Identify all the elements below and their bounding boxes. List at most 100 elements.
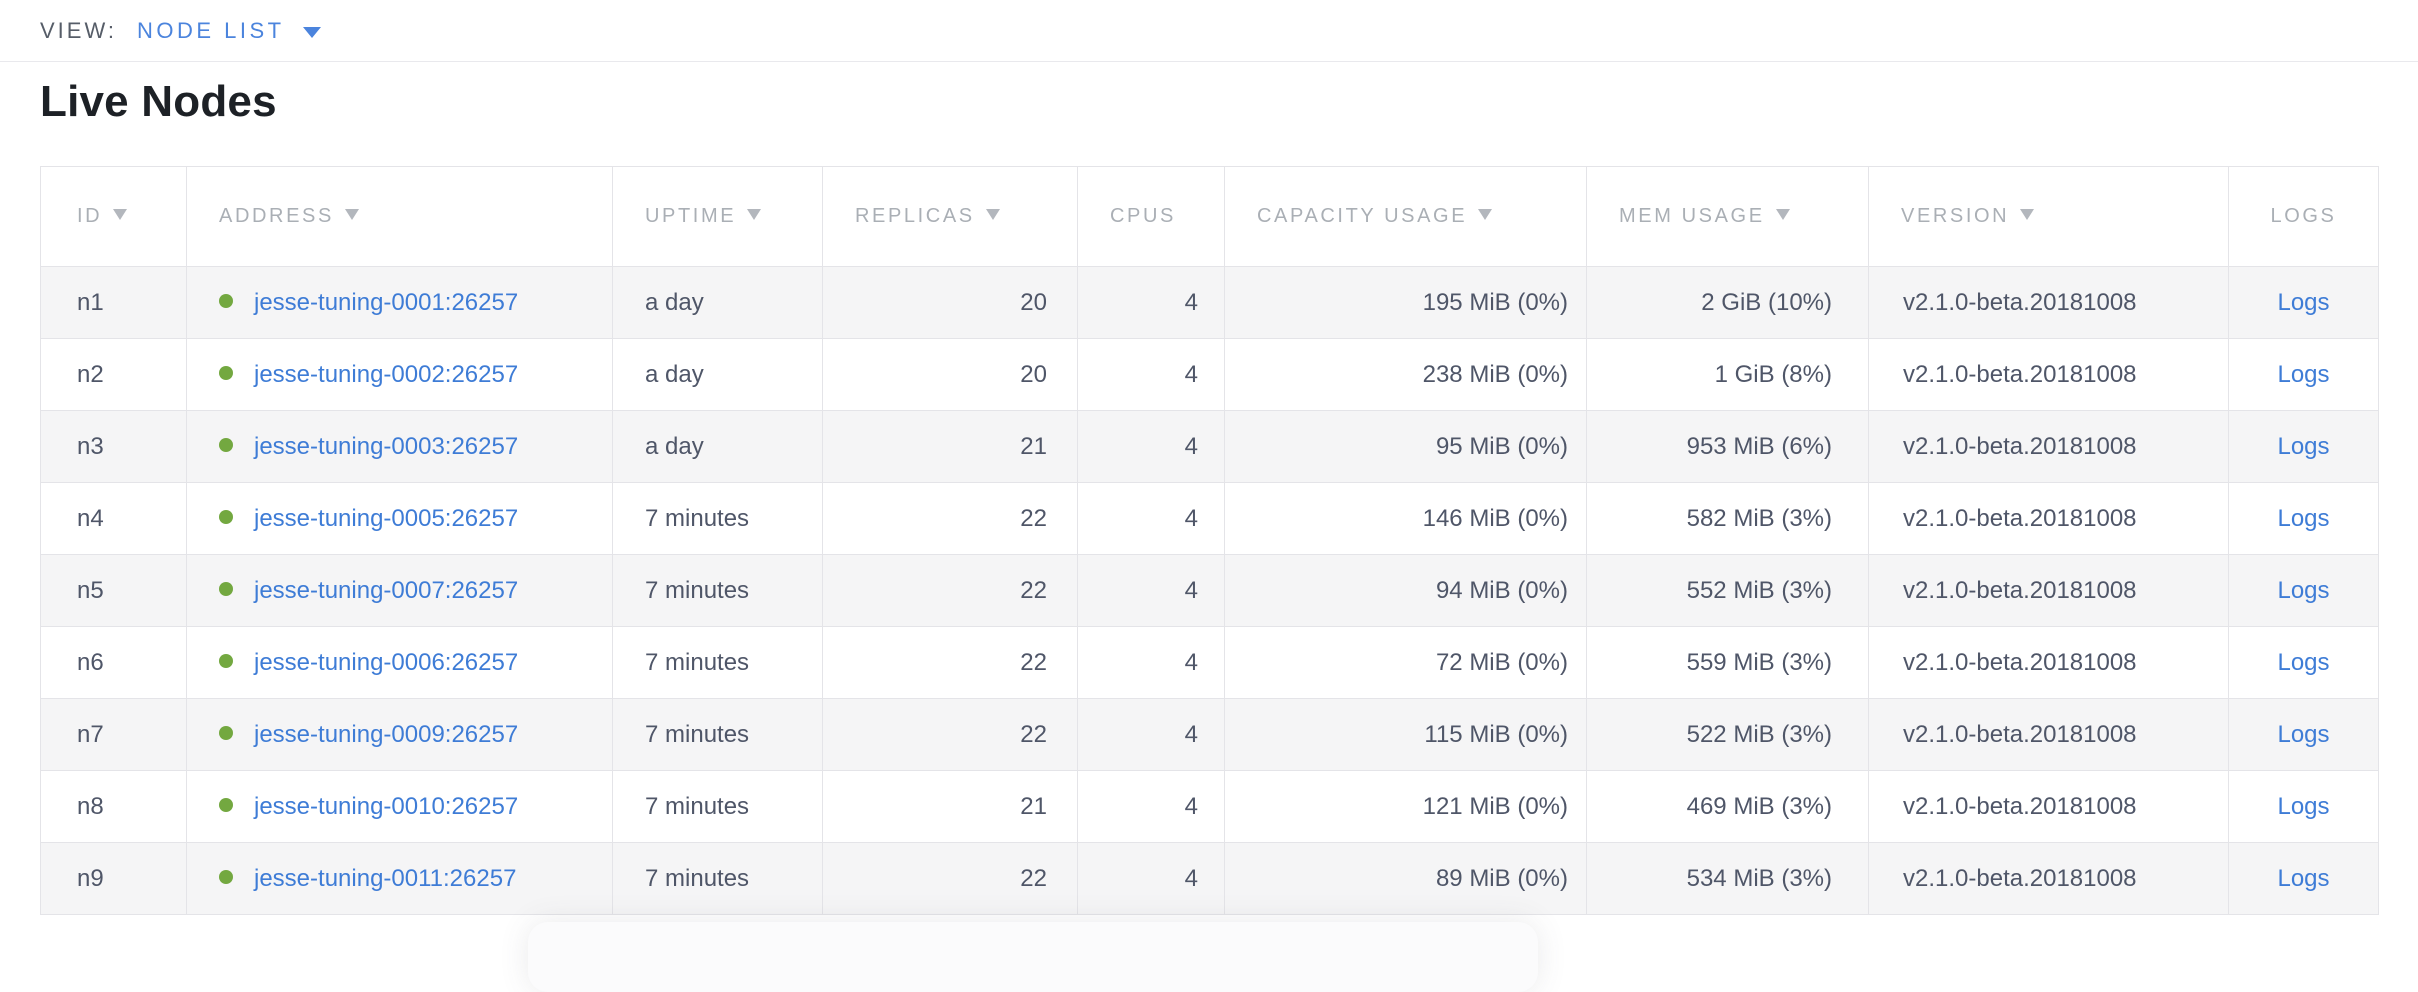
node-address-link[interactable]: jesse-tuning-0007:26257	[254, 576, 519, 604]
cell-capacity: 121 MiB (0%)	[1224, 770, 1587, 843]
column-label: ID	[77, 205, 103, 227]
cell-logs: Logs	[2228, 770, 2379, 843]
cell-cpus: 4	[1077, 842, 1225, 915]
cell-version: v2.1.0-beta.20181008	[1868, 626, 2229, 699]
cell-logs: Logs	[2228, 338, 2379, 411]
node-address-link[interactable]: jesse-tuning-0011:26257	[254, 864, 517, 892]
logs-link[interactable]: Logs	[2277, 576, 2330, 604]
cell-capacity: 238 MiB (0%)	[1224, 338, 1587, 411]
column-header-version[interactable]: VERSION	[1868, 166, 2229, 267]
table-row: n7 jesse-tuning-0009:26257 7 minutes 22 4 115…	[40, 698, 2379, 771]
cell-logs: Logs	[2228, 698, 2379, 771]
cell-address: jesse-tuning-0001:26257	[186, 266, 613, 339]
cell-mem: 953 MiB (6%)	[1586, 410, 1869, 483]
logs-link[interactable]: Logs	[2277, 360, 2330, 388]
table-row: n1 jesse-tuning-0001:26257 a day 20 4 195 MiB…	[40, 266, 2379, 339]
node-address-link[interactable]: jesse-tuning-0005:26257	[254, 504, 519, 532]
node-live-status-icon	[219, 797, 233, 812]
cell-uptime: 7 minutes	[612, 770, 823, 843]
node-address-link[interactable]: jesse-tuning-0009:26257	[254, 720, 519, 748]
cell-mem: 1 GiB (8%)	[1586, 338, 1869, 411]
logs-link[interactable]: Logs	[2277, 864, 2330, 892]
table-row: n2 jesse-tuning-0002:26257 a day 20 4 238 MiB…	[40, 338, 2379, 411]
cell-id: n3	[40, 410, 187, 483]
table-body: n1 jesse-tuning-0001:26257 a day 20 4 195 MiB…	[40, 266, 2379, 915]
column-header-replicas[interactable]: REPLICAS	[822, 166, 1078, 267]
node-live-status-icon	[219, 869, 233, 884]
cell-version: v2.1.0-beta.20181008	[1868, 410, 2229, 483]
cell-address: jesse-tuning-0010:26257	[186, 770, 613, 843]
cell-cpus: 4	[1077, 266, 1225, 339]
logs-link[interactable]: Logs	[2277, 432, 2330, 460]
cell-capacity: 89 MiB (0%)	[1224, 842, 1587, 915]
cell-replicas: 22	[822, 626, 1078, 699]
node-live-status-icon	[219, 509, 233, 524]
view-bar: VIEW: NODE LIST	[0, 0, 2418, 62]
logs-link[interactable]: Logs	[2277, 288, 2330, 316]
cell-version: v2.1.0-beta.20181008	[1868, 698, 2229, 771]
table-row: n3 jesse-tuning-0003:26257 a day 21 4 95 MiB …	[40, 410, 2379, 483]
column-header-uptime[interactable]: UPTIME	[612, 166, 823, 267]
cell-uptime: 7 minutes	[612, 698, 823, 771]
logs-link[interactable]: Logs	[2277, 648, 2330, 676]
column-label: MEM USAGE	[1619, 205, 1765, 227]
cell-cpus: 4	[1077, 482, 1225, 555]
column-header-cpus: CPUS	[1077, 166, 1225, 267]
cell-version: v2.1.0-beta.20181008	[1868, 266, 2229, 339]
sort-arrow-icon	[113, 209, 128, 220]
cell-replicas: 21	[822, 410, 1078, 483]
table-row: n6 jesse-tuning-0006:26257 7 minutes 22 4 72 …	[40, 626, 2379, 699]
table-row: n5 jesse-tuning-0007:26257 7 minutes 22 4 94 …	[40, 554, 2379, 627]
page-title: Live Nodes	[40, 77, 277, 126]
logs-link[interactable]: Logs	[2277, 504, 2330, 532]
column-header-mem-usage[interactable]: MEM USAGE	[1586, 166, 1869, 267]
cell-id: n1	[40, 266, 187, 339]
cell-version: v2.1.0-beta.20181008	[1868, 842, 2229, 915]
column-label: REPLICAS	[855, 205, 975, 227]
dropdown-caret-icon	[302, 26, 321, 38]
cell-uptime: 7 minutes	[612, 482, 823, 555]
node-address-link[interactable]: jesse-tuning-0003:26257	[254, 432, 519, 460]
cell-version: v2.1.0-beta.20181008	[1868, 338, 2229, 411]
cell-uptime: a day	[612, 266, 823, 339]
table-row: n8 jesse-tuning-0010:26257 7 minutes 21 4 121…	[40, 770, 2379, 843]
logs-link[interactable]: Logs	[2277, 792, 2330, 820]
cell-address: jesse-tuning-0009:26257	[186, 698, 613, 771]
view-selector-value: NODE LIST	[136, 17, 285, 43]
cell-logs: Logs	[2228, 842, 2379, 915]
cell-uptime: a day	[612, 338, 823, 411]
logs-link[interactable]: Logs	[2277, 720, 2330, 748]
node-address-link[interactable]: jesse-tuning-0006:26257	[254, 648, 519, 676]
cell-address: jesse-tuning-0006:26257	[186, 626, 613, 699]
column-header-capacity-usage[interactable]: CAPACITY USAGE	[1224, 166, 1587, 267]
node-live-status-icon	[219, 725, 233, 740]
cell-id: n4	[40, 482, 187, 555]
node-address-link[interactable]: jesse-tuning-0002:26257	[254, 360, 519, 388]
node-address-link[interactable]: jesse-tuning-0010:26257	[254, 792, 519, 820]
cell-cpus: 4	[1077, 338, 1225, 411]
cell-id: n6	[40, 626, 187, 699]
cell-logs: Logs	[2228, 266, 2379, 339]
node-address-link[interactable]: jesse-tuning-0001:26257	[254, 288, 519, 316]
bottom-shadow	[528, 922, 1538, 992]
cell-id: n2	[40, 338, 187, 411]
cell-logs: Logs	[2228, 554, 2379, 627]
table-row: n4 jesse-tuning-0005:26257 7 minutes 22 4 146…	[40, 482, 2379, 555]
sort-arrow-icon	[1775, 209, 1790, 220]
cell-address: jesse-tuning-0003:26257	[186, 410, 613, 483]
column-header-id[interactable]: ID	[40, 166, 187, 267]
cell-mem: 534 MiB (3%)	[1586, 842, 1869, 915]
view-selector-dropdown[interactable]: NODE LIST	[137, 18, 321, 44]
cell-cpus: 4	[1077, 410, 1225, 483]
cell-version: v2.1.0-beta.20181008	[1868, 482, 2229, 555]
sort-arrow-icon	[344, 209, 359, 220]
cell-uptime: 7 minutes	[612, 842, 823, 915]
cell-replicas: 22	[822, 482, 1078, 555]
cell-id: n9	[40, 842, 187, 915]
cell-capacity: 115 MiB (0%)	[1224, 698, 1587, 771]
view-label: VIEW:	[40, 17, 117, 43]
column-header-address[interactable]: ADDRESS	[186, 166, 613, 267]
cell-mem: 522 MiB (3%)	[1586, 698, 1869, 771]
cell-cpus: 4	[1077, 554, 1225, 627]
cell-logs: Logs	[2228, 626, 2379, 699]
